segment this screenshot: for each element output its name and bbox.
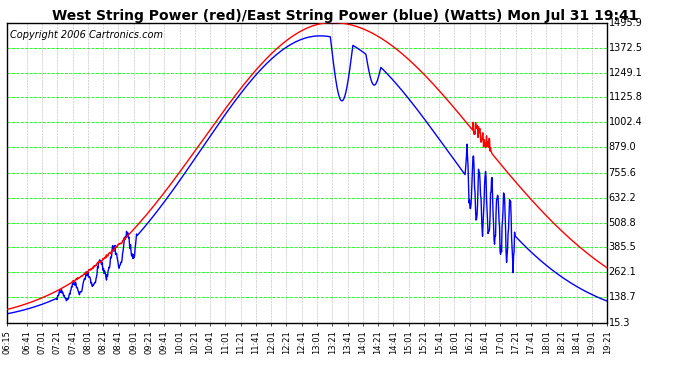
Text: West String Power (red)/East String Power (blue) (Watts) Mon Jul 31 19:41: West String Power (red)/East String Powe… xyxy=(52,9,638,23)
Text: 632.2: 632.2 xyxy=(609,192,636,202)
Text: 879.0: 879.0 xyxy=(609,142,636,153)
Text: 262.1: 262.1 xyxy=(609,267,636,278)
Text: 1495.9: 1495.9 xyxy=(609,18,642,27)
Text: 1125.8: 1125.8 xyxy=(609,93,642,102)
Text: 1249.1: 1249.1 xyxy=(609,68,642,78)
Text: 508.8: 508.8 xyxy=(609,217,636,228)
Text: 138.7: 138.7 xyxy=(609,292,636,303)
Text: 385.5: 385.5 xyxy=(609,243,636,252)
Text: Copyright 2006 Cartronics.com: Copyright 2006 Cartronics.com xyxy=(10,30,163,40)
Text: 15.3: 15.3 xyxy=(609,318,630,327)
Text: 1002.4: 1002.4 xyxy=(609,117,642,128)
Text: 1372.5: 1372.5 xyxy=(609,42,642,52)
Text: 755.6: 755.6 xyxy=(609,168,636,177)
